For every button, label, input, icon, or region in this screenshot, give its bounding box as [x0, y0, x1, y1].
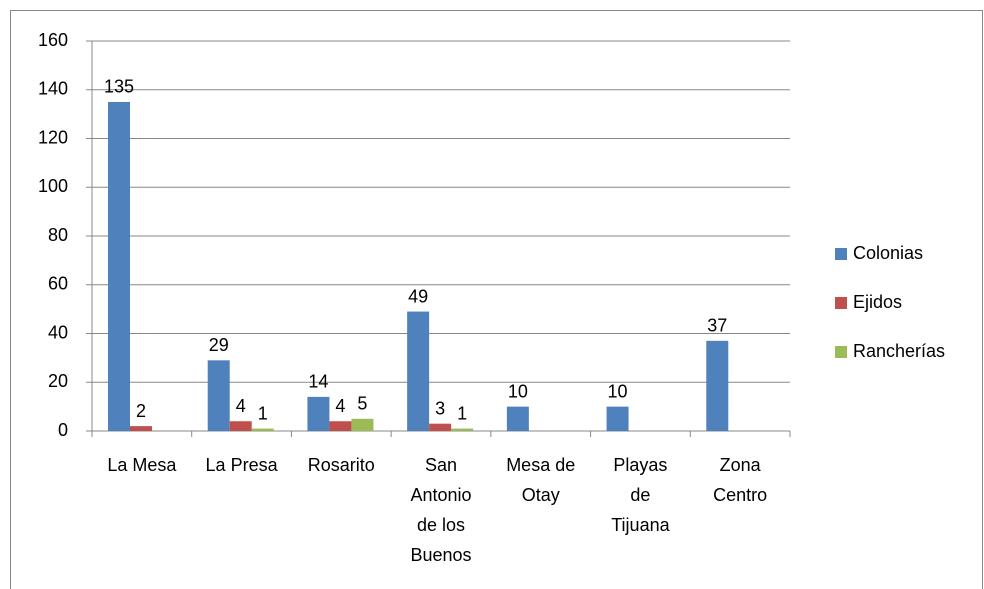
y-tick-label: 60 — [48, 274, 68, 294]
y-tick-label: 40 — [48, 322, 68, 342]
bar — [108, 101, 130, 431]
data-label: 3 — [435, 398, 445, 418]
data-label: 29 — [209, 335, 229, 355]
data-label: 2 — [136, 401, 146, 421]
x-tick-label: Zona Centro — [713, 455, 767, 505]
y-tick-label: 140 — [38, 79, 68, 99]
data-label: 37 — [707, 316, 727, 336]
bar — [207, 360, 230, 431]
bar — [429, 423, 452, 431]
bar — [606, 406, 629, 431]
legend-label: Rancherías — [853, 341, 945, 361]
bar — [251, 428, 274, 431]
data-label: 1 — [258, 403, 268, 423]
data-label: 10 — [508, 381, 528, 401]
bar — [307, 396, 330, 431]
x-tick-label: Mesa de Otay — [506, 455, 575, 505]
bar — [706, 340, 729, 431]
data-label: 49 — [408, 286, 428, 306]
y-tick-label: 0 — [58, 420, 68, 440]
data-label: 135 — [104, 77, 134, 97]
data-label: 4 — [335, 396, 345, 416]
bar — [130, 426, 152, 431]
x-tick-label: San Antonio de los Buenos — [410, 455, 471, 565]
chart-border — [10, 10, 983, 589]
data-label: 1 — [457, 403, 467, 423]
bar — [506, 406, 529, 431]
bar — [229, 421, 252, 431]
y-tick-label: 160 — [38, 30, 68, 50]
bar — [329, 421, 352, 431]
bar — [351, 418, 374, 431]
legend-swatch — [835, 297, 847, 309]
data-label: 4 — [236, 396, 246, 416]
legend-swatch — [835, 346, 847, 358]
y-tick-label: 80 — [48, 225, 68, 245]
x-tick-label: Playas de Tijuana — [611, 455, 670, 535]
legend-swatch — [835, 248, 847, 260]
x-tick-label: La Presa — [206, 455, 279, 475]
data-label: 14 — [308, 372, 328, 392]
x-tick-label: La Mesa — [107, 455, 177, 475]
legend-label: Colonias — [853, 243, 923, 263]
legend-label: Ejidos — [853, 292, 902, 312]
y-tick-label: 20 — [48, 371, 68, 391]
y-tick-label: 120 — [38, 127, 68, 147]
bar — [407, 311, 430, 431]
y-tick-label: 100 — [38, 176, 68, 196]
data-label: 5 — [357, 394, 367, 414]
data-label: 10 — [608, 381, 628, 401]
x-tick-label: Rosarito — [308, 455, 375, 475]
bar — [451, 428, 474, 431]
